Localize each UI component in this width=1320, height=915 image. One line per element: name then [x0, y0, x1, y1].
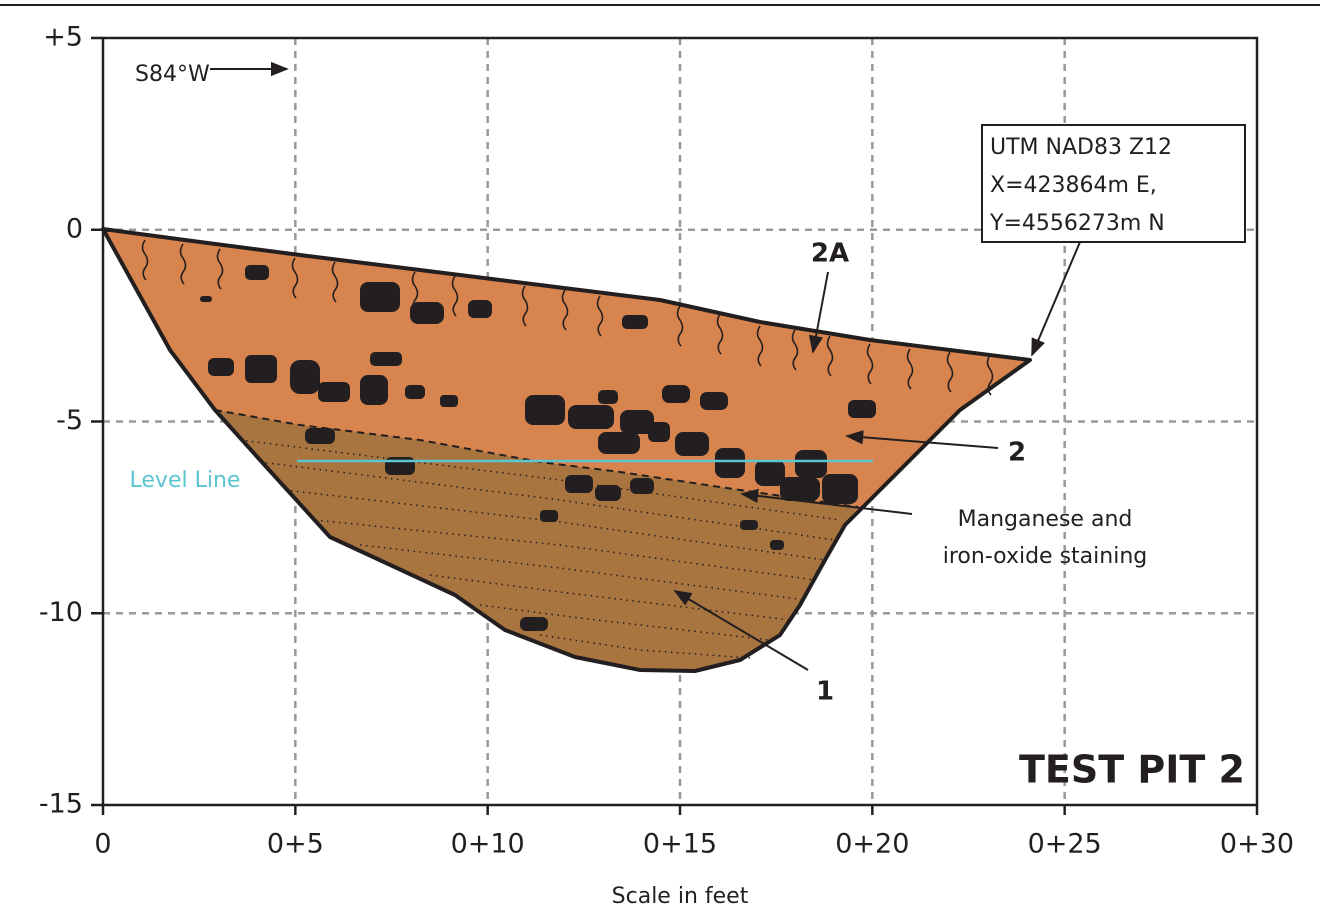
staining-label: Manganese and	[958, 507, 1133, 532]
coord-text: X=423864m E,	[990, 173, 1157, 198]
x-tick-label: 0+25	[1028, 829, 1102, 860]
x-axis-label: Scale in feet	[612, 884, 749, 909]
x-tick-label: 0	[94, 829, 111, 860]
x-tick-label: 0+30	[1220, 829, 1294, 860]
coord-arrow	[1032, 242, 1080, 355]
staining-label: iron-oxide staining	[943, 544, 1147, 569]
test-pit-profile: S84°W UTM NAD83 Z12 X=423864m E, Y=45562…	[0, 0, 1320, 915]
coord-text: Y=4556273m N	[989, 211, 1165, 236]
coord-text: UTM NAD83 Z12	[990, 135, 1172, 160]
figure-title: TEST PIT 2	[1019, 748, 1245, 792]
x-tick-label: 0+15	[643, 829, 717, 860]
unit-label: 1	[816, 677, 834, 707]
y-tick-label: +5	[43, 22, 83, 53]
y-tick-label: 0	[66, 213, 83, 244]
level-line-label: Level Line	[130, 468, 241, 493]
x-tick-label: 0+5	[267, 829, 324, 860]
y-tick-label: -15	[39, 789, 83, 820]
unit-label: 2	[1008, 438, 1026, 468]
x-tick-label: 0+20	[835, 829, 909, 860]
y-tick-label: -10	[39, 597, 83, 628]
x-tick-label: 0+10	[451, 829, 525, 860]
page: S84°W UTM NAD83 Z12 X=423864m E, Y=45562…	[0, 0, 1320, 915]
direction-label: S84°W	[135, 62, 210, 87]
unit-label: 2A	[811, 239, 849, 269]
y-tick-label: -5	[56, 405, 83, 436]
